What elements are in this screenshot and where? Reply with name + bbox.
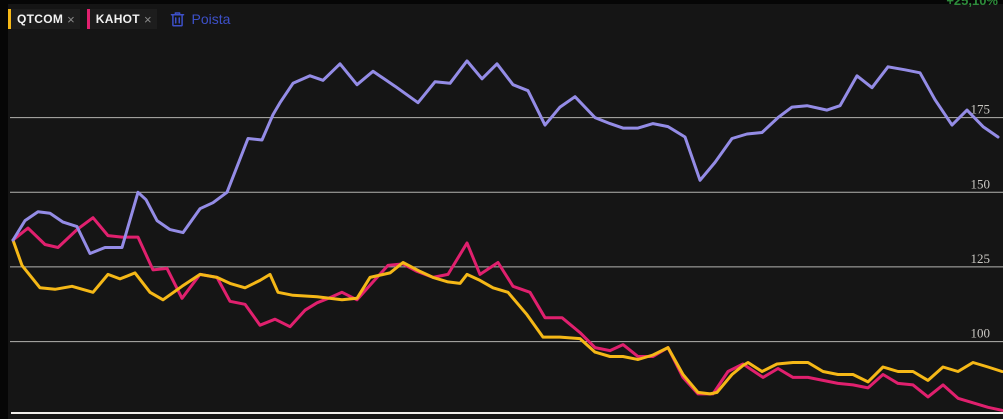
y-tick-label-150: 150 [971, 176, 991, 191]
series-color-bar-qtcom [8, 9, 11, 29]
gridlines: 175 150 125 100 [10, 102, 1003, 343]
toolbar: QTCOM × KAHOT × Poista [8, 9, 230, 29]
trash-icon [169, 10, 186, 28]
delete-button-label: Poista [191, 11, 231, 27]
change-percent-badge: +25,10% [946, 0, 998, 8]
line-series-KAHOT [11, 216, 1003, 412]
instrument-chip-kahot[interactable]: KAHOT × [86, 9, 157, 29]
chip-ticker-kahot: KAHOT [95, 12, 140, 26]
y-tick-label-100: 100 [971, 326, 991, 341]
instrument-chip-qtcom[interactable]: QTCOM × [8, 9, 80, 29]
y-tick-label-175: 175 [971, 102, 991, 117]
line-series-purple [11, 59, 1000, 255]
delete-button[interactable]: Poista [169, 10, 231, 28]
remove-chip-kahot-icon[interactable]: × [143, 11, 152, 27]
series-color-bar-kahot [86, 9, 90, 29]
y-tick-label-125: 125 [971, 251, 991, 266]
line-series-QTCOM [11, 238, 1003, 396]
series-lines [11, 59, 1003, 412]
chip-ticker-qtcom: QTCOM [17, 12, 64, 26]
remove-chip-qtcom-icon[interactable]: × [67, 11, 75, 27]
